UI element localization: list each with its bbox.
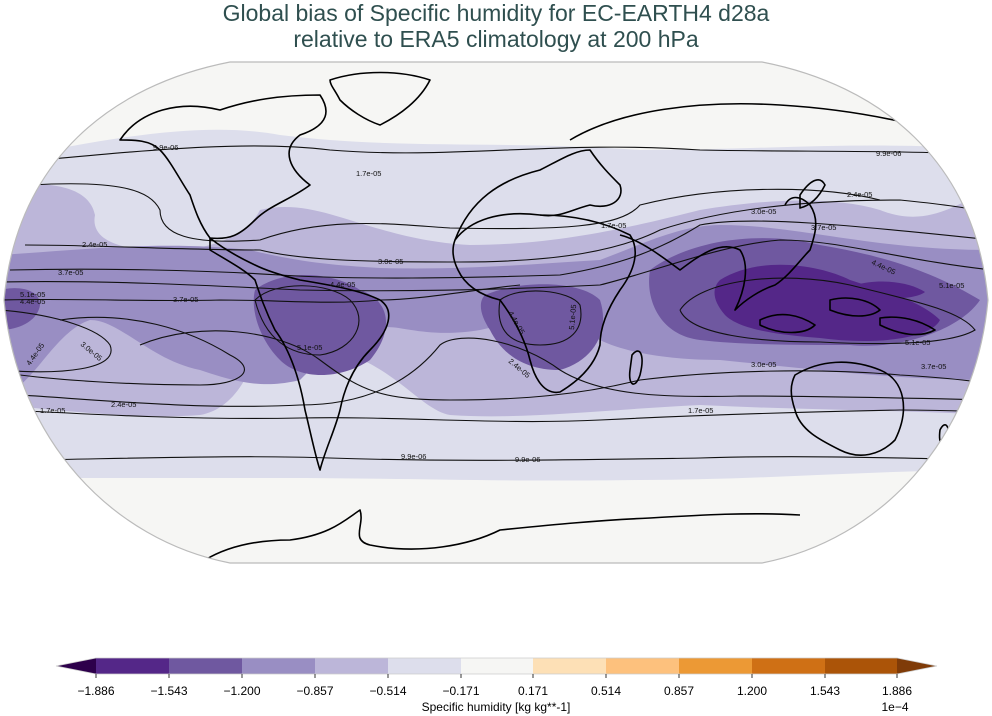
colorbar-extend-max (897, 658, 937, 674)
contour-label: 3.0e-05 (751, 360, 776, 369)
contour-label: 1.7e-05 (40, 406, 65, 415)
colorbar (55, 657, 938, 678)
contour-label: 4.4e-05 (330, 280, 355, 289)
chart-title-line-2: relative to ERA5 climatology at 200 hPa (293, 26, 699, 52)
colorbar-tick: 0.514 (590, 684, 622, 698)
contour-label: 9.9e-06 (401, 452, 426, 461)
chart-title-line-1: Global bias of Specific humidity for EC-… (222, 0, 770, 26)
colorbar-tick: −0.857 (296, 684, 334, 698)
colorbar-extend-min (56, 658, 96, 674)
colorbar-tick: −1.886 (77, 684, 115, 698)
contour-label: 3.7e-05 (173, 295, 198, 304)
coastlines (119, 71, 950, 561)
contour-label: 2.4e-05 (847, 190, 872, 199)
contour-label: 3.7e-05 (921, 362, 946, 371)
colorbar-tick: 0.171 (517, 684, 549, 698)
chart-title: Global bias of Specific humidity for EC-… (0, 0, 992, 52)
contour-label: 5.1e-05 (567, 304, 578, 330)
contour-label: 4.4e-05 (20, 297, 45, 306)
colorbar-tick: −1.543 (150, 684, 188, 698)
map-border (3, 61, 989, 564)
contour-label: 3.7e-05 (811, 223, 836, 232)
map-plot: 9.9e-06 9.9e-06 9.9e-06 9.9e-06 1.7e-05 … (3, 61, 989, 564)
colorbar-tick: −0.514 (369, 684, 407, 698)
contour-label: 2.4e-05 (111, 400, 136, 409)
contour-label: 5.1e-05 (905, 338, 930, 347)
colorbar-tick: 1.886 (881, 684, 913, 698)
contour-label: 1.7e-05 (688, 406, 713, 415)
contour-label: 2.4e-05 (82, 240, 107, 249)
colorbar-tick: −1.200 (223, 684, 261, 698)
contour-label: 9.9e-06 (153, 143, 178, 152)
colorbar-label: Specific humidity [kg kg**-1] (421, 700, 571, 714)
colorbar-tick: −0.171 (442, 684, 480, 698)
contour-label: 3.0e-05 (751, 207, 776, 216)
contour-label: 5.1e-05 (20, 290, 45, 299)
contour-label: 3.0e-05 (378, 257, 403, 266)
contour-label: 9.9e-06 (876, 149, 901, 158)
colorbar-tick: 1.200 (736, 684, 768, 698)
contour-label: 3.7e-05 (58, 268, 83, 277)
colorbar-exponent: 1e−4 (881, 700, 909, 714)
colorbar-tick: 0.857 (663, 684, 695, 698)
contour-label: 1.7e-05 (356, 169, 381, 178)
contour-label: 5.1e-05 (297, 343, 322, 352)
contour-label: 5.1e-05 (939, 281, 964, 290)
contour-label: 1.7e-05 (601, 221, 626, 230)
bias-field (4, 62, 988, 563)
colorbar-tick: 1.543 (809, 684, 841, 698)
contour-label: 9.9e-06 (515, 455, 540, 464)
